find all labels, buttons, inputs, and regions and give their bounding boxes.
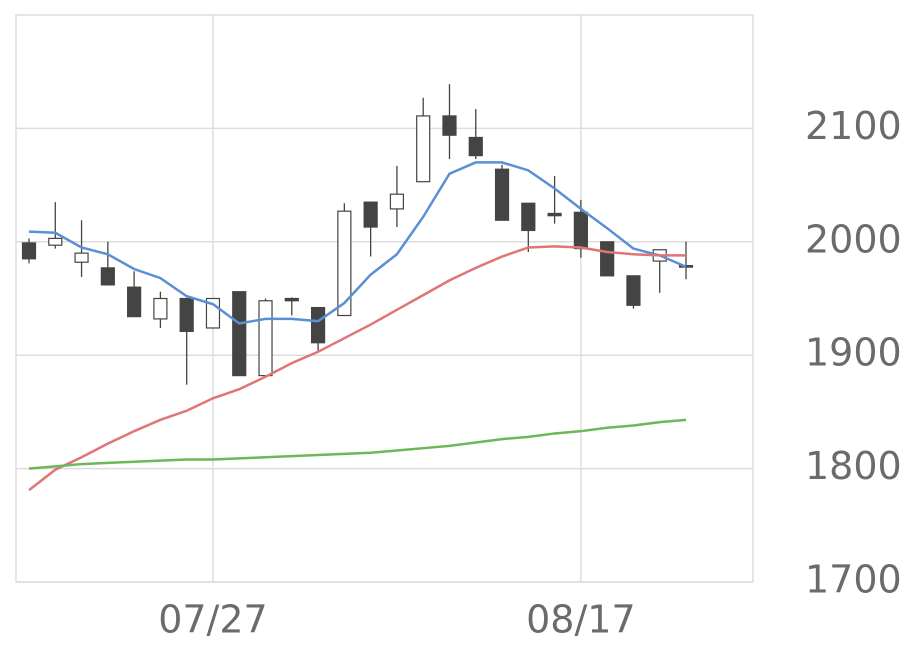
candle-body: [416, 115, 431, 183]
moving-average-line: [28, 245, 686, 492]
candle-body: [600, 241, 615, 277]
y-tick-label: 1900: [805, 331, 902, 375]
candle-body: [547, 212, 562, 217]
candle-body: [494, 168, 510, 221]
moving-average-line: [28, 418, 687, 470]
candle-body: [521, 202, 536, 232]
candle-body: [310, 306, 326, 344]
candle-body: [468, 136, 483, 157]
candle-body: [232, 291, 247, 377]
candle-body: [258, 300, 273, 377]
candle-body: [179, 297, 194, 332]
candle-body: [21, 242, 37, 260]
y-tick-label: 1800: [805, 444, 902, 488]
y-tick-label: 2100: [805, 104, 902, 148]
x-tick-label: 07/27: [158, 598, 268, 642]
candle-body: [442, 115, 457, 136]
candle-body: [48, 237, 63, 246]
candle-body: [284, 297, 299, 302]
candle-body: [573, 211, 588, 250]
candle-body: [74, 252, 89, 263]
x-tick-label: 08/17: [526, 598, 636, 642]
candle-body: [389, 193, 405, 210]
candle-body: [100, 267, 115, 286]
y-tick-label: 1700: [805, 558, 902, 602]
y-tick-label: 2000: [805, 217, 902, 261]
plot-frame: [15, 14, 754, 583]
candle-body: [337, 210, 352, 317]
candle-body: [153, 297, 168, 320]
candle-body: [127, 286, 142, 318]
moving-average-line: [28, 161, 687, 325]
candle-body: [363, 201, 378, 228]
candle-body: [626, 275, 641, 306]
